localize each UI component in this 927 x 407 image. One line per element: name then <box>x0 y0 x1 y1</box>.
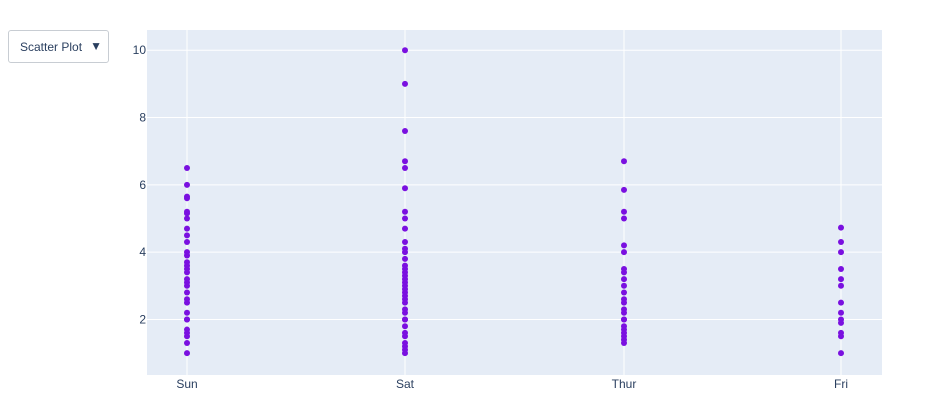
y-tick-label: 6 <box>139 178 146 192</box>
data-point[interactable] <box>838 239 844 246</box>
x-tick-label: Sun <box>176 377 197 391</box>
data-point[interactable] <box>184 276 190 283</box>
data-point[interactable] <box>184 181 190 188</box>
data-point[interactable] <box>184 259 190 266</box>
data-point[interactable] <box>402 208 408 215</box>
data-point[interactable] <box>838 224 844 231</box>
data-point[interactable] <box>184 350 190 357</box>
data-point[interactable] <box>402 215 408 222</box>
data-point[interactable] <box>621 289 627 296</box>
data-point[interactable] <box>838 309 844 316</box>
dropdown-selected-label: Scatter Plot <box>20 40 83 54</box>
data-point[interactable] <box>402 239 408 246</box>
data-point[interactable] <box>838 276 844 283</box>
y-axis-ticks: 2 4 6 8 10 <box>133 43 147 326</box>
plot-area <box>147 30 882 375</box>
data-point[interactable] <box>402 158 408 165</box>
data-point[interactable] <box>621 306 627 313</box>
data-point[interactable] <box>838 265 844 272</box>
data-point[interactable] <box>402 323 408 330</box>
data-point[interactable] <box>402 185 408 192</box>
data-point[interactable] <box>621 249 627 256</box>
caret-down-icon: ▼ <box>90 39 102 53</box>
data-point[interactable] <box>184 316 190 323</box>
data-point[interactable] <box>402 306 408 313</box>
data-point[interactable] <box>184 165 190 171</box>
data-point[interactable] <box>402 340 408 347</box>
y-tick-label: 4 <box>139 245 146 259</box>
y-tick-label: 2 <box>139 312 146 326</box>
data-point[interactable] <box>838 282 844 289</box>
data-point[interactable] <box>184 193 190 200</box>
gridlines <box>147 30 882 375</box>
data-point[interactable] <box>838 350 844 357</box>
x-axis-ticks: Sun Sat Thur Fri <box>176 377 848 391</box>
data-point[interactable] <box>402 316 408 323</box>
data-point[interactable] <box>402 47 408 54</box>
data-point[interactable] <box>184 296 190 303</box>
data-point[interactable] <box>184 239 190 246</box>
data-point[interactable] <box>184 309 190 316</box>
data-point[interactable] <box>402 262 408 269</box>
data-point[interactable] <box>838 316 844 323</box>
data-point[interactable] <box>838 329 844 336</box>
data-point[interactable] <box>402 225 408 232</box>
data-point[interactable] <box>621 158 627 165</box>
data-point[interactable] <box>621 265 627 272</box>
data-point[interactable] <box>184 225 190 232</box>
data-point[interactable] <box>621 186 627 193</box>
data-point[interactable] <box>184 326 190 333</box>
x-tick-label: Sat <box>396 377 415 391</box>
data-point[interactable] <box>184 249 190 256</box>
data-point[interactable] <box>838 299 844 306</box>
data-point[interactable] <box>184 340 190 347</box>
data-point[interactable] <box>621 208 627 215</box>
data-point[interactable] <box>402 80 408 87</box>
y-tick-label: 10 <box>133 43 147 57</box>
data-point[interactable] <box>402 165 408 171</box>
data-point[interactable] <box>621 316 627 323</box>
data-point[interactable] <box>621 296 627 303</box>
data-point[interactable] <box>402 127 408 134</box>
data-point[interactable] <box>838 249 844 256</box>
data-point[interactable] <box>184 215 190 222</box>
y-tick-label: 8 <box>139 111 146 125</box>
data-point[interactable] <box>184 289 190 296</box>
x-tick-label: Fri <box>834 377 848 391</box>
data-point[interactable] <box>402 329 408 336</box>
data-point[interactable] <box>402 245 408 252</box>
data-point[interactable] <box>184 208 190 215</box>
data-point[interactable] <box>402 255 408 262</box>
x-tick-label: Thur <box>612 377 637 391</box>
data-points <box>184 47 844 357</box>
data-point[interactable] <box>621 242 627 249</box>
data-point[interactable] <box>621 215 627 222</box>
chart-type-dropdown[interactable]: Scatter Plot ▼ <box>8 30 109 63</box>
data-point[interactable] <box>184 232 190 239</box>
data-point[interactable] <box>621 276 627 283</box>
data-point[interactable] <box>621 323 627 330</box>
data-point[interactable] <box>621 282 627 289</box>
